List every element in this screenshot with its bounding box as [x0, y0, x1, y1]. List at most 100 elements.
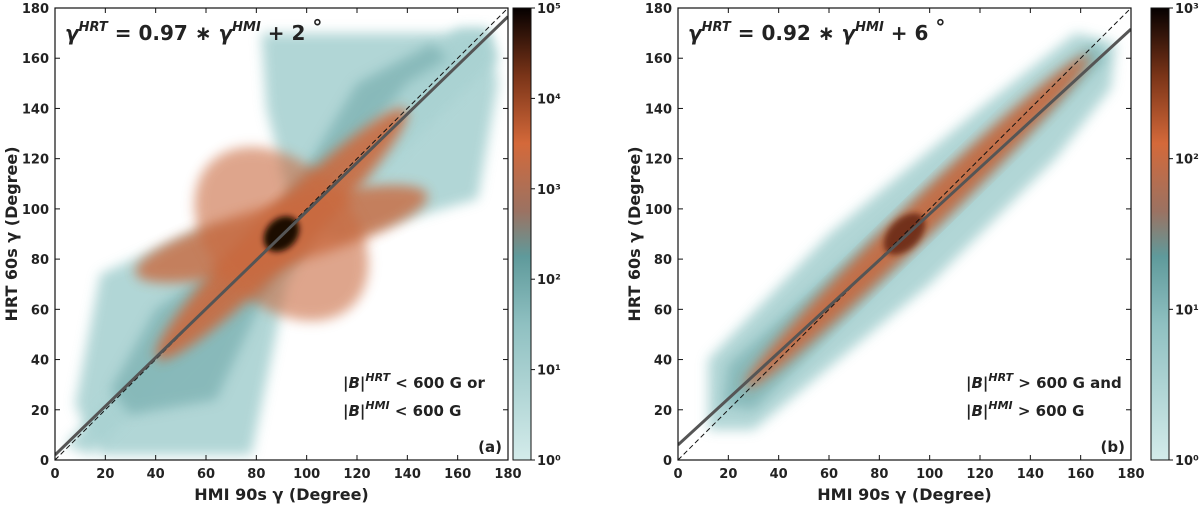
annotation-line: |B|HRT > 600 G and	[966, 371, 1122, 393]
colorbar-tick-label: 10⁴	[537, 92, 561, 107]
ann-base: |B|	[343, 402, 365, 421]
y-tick-label: 40	[31, 354, 49, 369]
colorbar-tick-label: 10³	[1175, 2, 1199, 17]
x-tick-label: 120	[343, 467, 370, 482]
eq-rhs: γ	[842, 21, 857, 45]
x-tick-label: 40	[147, 467, 165, 482]
y-tick-label: 140	[645, 102, 672, 117]
eq-slope: 0.97	[139, 21, 188, 45]
eq-lhs: γ	[688, 21, 703, 45]
ann-rest: > 600 G	[1013, 402, 1085, 420]
ann-base: |B|	[343, 374, 365, 393]
colorbar-tick-label: 10⁰	[1175, 454, 1199, 469]
y-tick-label: 120	[645, 153, 672, 168]
y-tick-label: 100	[22, 203, 49, 218]
colorbar-tick-label: 10³	[537, 183, 561, 198]
y-tick-label: 180	[22, 2, 49, 17]
x-tick-label: 0	[50, 467, 59, 482]
x-tick-label: 20	[719, 467, 737, 482]
eq-lhs: γ	[65, 21, 80, 45]
y-tick-label: 60	[654, 303, 672, 318]
panel-label: (a)	[478, 438, 502, 456]
y-tick-label: 0	[663, 454, 672, 469]
colorbar-tick-label: 10²	[537, 273, 561, 288]
colorbar-tick-label: 10⁵	[537, 2, 561, 17]
y-tick-label: 40	[654, 354, 672, 369]
y-tick-label: 120	[22, 153, 49, 168]
x-tick-label: 60	[820, 467, 838, 482]
eq-unit: °	[305, 15, 322, 39]
x-tick-label: 40	[770, 467, 788, 482]
y-tick-label: 60	[31, 303, 49, 318]
panel: 0 20 40 60 80 100 120 140 160 180 0 20 40 60 80 100 120 1…	[2, 2, 561, 504]
x-tick-label: 0	[673, 467, 682, 482]
x-tick-label: 20	[96, 467, 114, 482]
x-tick-label: 180	[1117, 467, 1144, 482]
y-tick-label: 80	[31, 253, 49, 268]
identity-line	[55, 8, 508, 460]
ann-base: |B|	[966, 402, 988, 421]
ann-base: |B|	[966, 374, 988, 393]
y-tick-label: 140	[22, 102, 49, 117]
x-tick-label: 140	[394, 467, 421, 482]
colorbar-tick-label: 10¹	[537, 364, 561, 379]
eq-plus: +	[884, 21, 915, 45]
x-tick-label: 60	[197, 467, 215, 482]
x-tick-label: 140	[1017, 467, 1044, 482]
fit-equation: γHRT = 0.97 ∗ γHMI + 2 °	[65, 15, 322, 45]
x-axis-title: HMI 90s γ (Degree)	[817, 485, 991, 504]
colorbar	[512, 7, 532, 461]
colorbar-tick-label: 10²	[1175, 153, 1199, 168]
density-layer	[55, 8, 508, 460]
axes-frame	[54, 7, 509, 461]
y-tick-label: 20	[654, 404, 672, 419]
eq-rhs-sup: HMI	[855, 20, 884, 35]
x-axis-title: HMI 90s γ (Degree)	[194, 485, 368, 504]
eq-intercept: 2	[292, 21, 306, 45]
eq-unit: °	[928, 15, 945, 39]
eq-times: ∗	[188, 21, 219, 45]
x-tick-label: 80	[247, 467, 265, 482]
y-axis-title: HRT 60s γ (Degree)	[2, 146, 21, 321]
colorbar-tick-label: 10¹	[1175, 303, 1199, 318]
ann-sup: HRT	[365, 371, 391, 384]
eq-intercept: 6	[915, 21, 929, 45]
annotation-line: |B|HMI > 600 G	[966, 399, 1085, 421]
eq-slope: 0.92	[762, 21, 811, 45]
colorbar-tick-label: 10⁰	[537, 454, 561, 469]
annotation-line: |B|HMI < 600 G	[343, 399, 462, 421]
fit-equation: γHRT = 0.92 ∗ γHMI + 6 °	[688, 15, 945, 45]
y-axis-title: HRT 60s γ (Degree)	[625, 146, 644, 321]
identity-line	[678, 8, 1131, 460]
panel-label: (b)	[1101, 438, 1125, 456]
eq-lhs-sup: HRT	[702, 20, 732, 35]
eq-equals: =	[108, 21, 139, 45]
y-tick-label: 80	[654, 253, 672, 268]
ann-sup: HMI	[365, 399, 389, 412]
x-tick-label: 120	[966, 467, 993, 482]
fit-line	[55, 15, 508, 457]
eq-lhs-sup: HRT	[79, 20, 109, 35]
fit-line	[678, 27, 1131, 447]
ann-rest: < 600 G or	[390, 374, 485, 392]
eq-equals: =	[731, 21, 762, 45]
x-tick-label: 100	[916, 467, 943, 482]
x-tick-label: 100	[293, 467, 320, 482]
panel: 0 20 40 60 80 100 120 140 160 180 0 20 40 60 80 100 120 1…	[625, 2, 1199, 504]
ann-rest: > 600 G and	[1013, 374, 1122, 392]
annotation-line: |B|HRT < 600 G or	[343, 371, 485, 393]
y-tick-label: 180	[645, 2, 672, 17]
y-tick-label: 100	[645, 203, 672, 218]
y-tick-label: 0	[40, 454, 49, 469]
ann-sup: HMI	[988, 399, 1012, 412]
axes-frame	[677, 7, 1132, 461]
y-tick-label: 160	[22, 52, 49, 67]
y-tick-label: 20	[31, 404, 49, 419]
y-tick-label: 160	[645, 52, 672, 67]
x-tick-label: 80	[870, 467, 888, 482]
eq-rhs-sup: HMI	[232, 20, 261, 35]
x-tick-label: 160	[1067, 467, 1094, 482]
x-tick-label: 180	[494, 467, 521, 482]
eq-rhs: γ	[219, 21, 234, 45]
